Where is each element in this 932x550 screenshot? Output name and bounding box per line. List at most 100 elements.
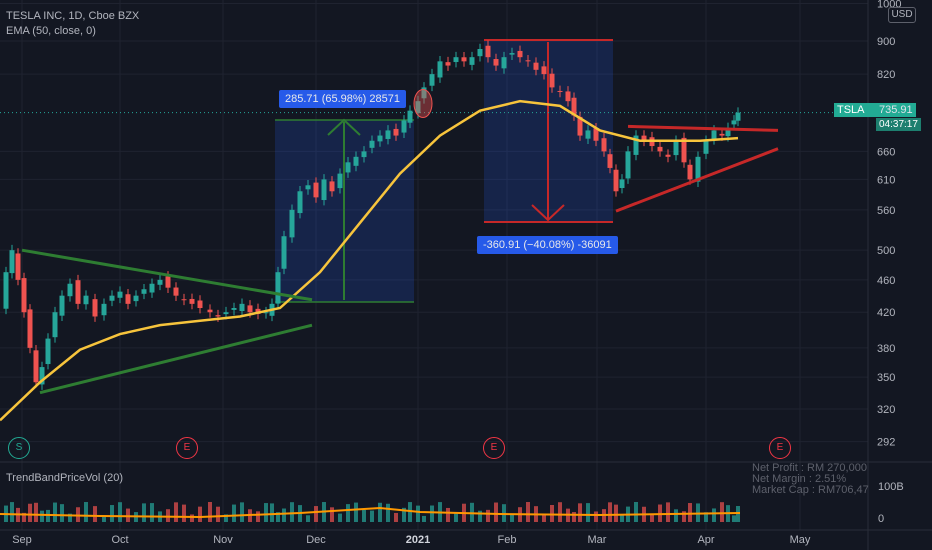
earnings-event-icon[interactable]: E <box>769 437 791 459</box>
volume-bar <box>150 503 154 522</box>
measure-down-label: -360.91 (−40.08%) -36091 <box>477 236 618 254</box>
candle-body <box>9 250 15 274</box>
net-margin: Net Margin : 2.51% <box>752 473 847 485</box>
volume-bar <box>216 506 220 522</box>
volume-bar <box>282 508 286 522</box>
candle-body <box>377 135 383 142</box>
candle-body <box>27 309 33 348</box>
candle-body <box>687 164 693 180</box>
volume-bar <box>510 513 514 522</box>
triangle-upper-trendline <box>627 124 779 132</box>
y-tick-label: 292 <box>877 437 895 449</box>
last-price-tag: 735.91 <box>876 103 916 117</box>
volume-bar <box>166 509 170 522</box>
volume-bar <box>542 515 546 522</box>
candle-body <box>565 91 571 102</box>
candle-body <box>415 101 421 114</box>
candle-body <box>673 140 679 156</box>
candle-body <box>641 135 647 141</box>
volume-bar <box>182 504 186 522</box>
candle-body <box>255 308 261 314</box>
market-cap: Market Cap : RM706,47 <box>752 484 869 496</box>
candle-body <box>695 156 701 182</box>
candle-body <box>501 57 507 69</box>
candle-body <box>421 87 427 99</box>
volume-bar <box>720 502 724 522</box>
volume-tick-label: 0 <box>878 513 884 525</box>
earnings-event-icon[interactable]: E <box>483 437 505 459</box>
candle-body <box>681 137 687 163</box>
candle-body <box>485 45 491 58</box>
candle-body <box>719 133 725 136</box>
volume-bar <box>256 511 260 522</box>
volume-bar <box>346 504 350 522</box>
volume-bar <box>478 510 482 522</box>
candle-body <box>305 185 311 190</box>
volume-bar <box>270 503 274 522</box>
symbol-tag: TSLA <box>834 103 880 117</box>
candle-body <box>533 62 539 70</box>
candle-body <box>525 60 531 62</box>
volume-bar <box>60 504 64 522</box>
volume-bar <box>378 502 382 522</box>
candle-body <box>369 140 375 148</box>
volume-bar <box>198 506 202 522</box>
x-tick-label: Sep <box>12 534 32 546</box>
candle-body <box>75 280 81 304</box>
volume-bar <box>264 503 268 522</box>
volume-bar <box>674 509 678 522</box>
y-tick-label: 500 <box>877 245 895 257</box>
x-tick-label: Dec <box>306 534 326 546</box>
volume-bar <box>620 514 624 522</box>
volume-bar <box>486 509 490 522</box>
y-tick-label: 460 <box>877 275 895 287</box>
candle-body <box>173 287 179 296</box>
candle-body <box>337 173 343 189</box>
currency-button[interactable]: USD <box>888 7 916 23</box>
candle-body <box>133 295 139 302</box>
candle-body <box>59 295 65 316</box>
volume-bar <box>666 502 670 522</box>
split-event-icon[interactable]: S <box>8 437 30 459</box>
y-tick-label: 380 <box>877 343 895 355</box>
volume-bar <box>93 506 97 522</box>
volume-bar <box>614 504 618 522</box>
net-profit: Net Profit : RM 270,000 <box>752 462 867 474</box>
volume-bar <box>446 507 450 522</box>
volume-bar <box>408 502 412 522</box>
volume-bar <box>68 513 72 522</box>
legend-title: TESLA INC, 1D, Cboe BZX <box>6 10 140 22</box>
x-tick-label: Feb <box>498 534 517 546</box>
candle-body <box>207 309 213 313</box>
candle-body <box>613 169 619 192</box>
x-tick-label: Apr <box>697 534 714 546</box>
candle-body <box>247 305 253 313</box>
volume-bar <box>10 502 14 522</box>
candle-body <box>33 350 39 383</box>
y-tick-label: 610 <box>877 174 895 186</box>
earnings-event-icon[interactable]: E <box>176 437 198 459</box>
candle-body <box>45 338 51 365</box>
legend-ema: EMA (50, close, 0) <box>6 25 96 37</box>
candle-body <box>445 62 451 66</box>
candle-body <box>453 57 459 63</box>
candle-body <box>461 57 467 62</box>
volume-bar <box>102 515 106 522</box>
volume-bar <box>118 502 122 522</box>
volume-bar <box>232 504 236 522</box>
x-tick-label: Nov <box>213 534 233 546</box>
volume-bar <box>578 503 582 522</box>
volume-bar <box>354 502 358 522</box>
volume-bar <box>190 514 194 522</box>
volume-bar <box>732 515 736 522</box>
candle-body <box>571 97 577 116</box>
measure-down-arrowhead <box>531 204 565 222</box>
candle-body <box>15 253 21 280</box>
volume-bar <box>276 512 280 522</box>
volume-bar <box>362 509 366 522</box>
volume-bar <box>526 502 530 522</box>
candle-body <box>21 278 27 313</box>
measure-up-label: 285.71 (65.98%) 28571 <box>279 90 406 108</box>
